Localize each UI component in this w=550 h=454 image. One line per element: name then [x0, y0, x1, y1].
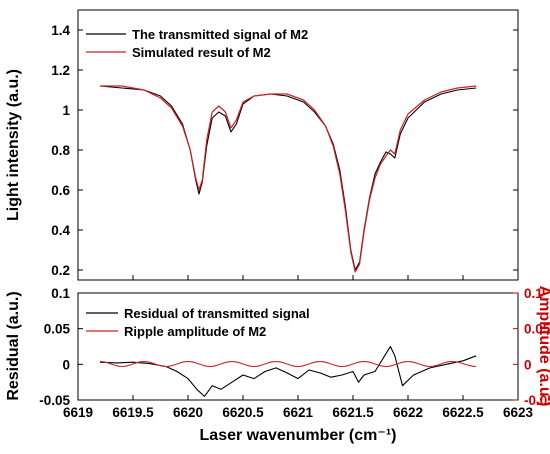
- x-axis-label: Laser wavenumber (cm⁻¹): [200, 427, 397, 444]
- bottom-right-y-tick-label: 0.1: [524, 286, 543, 301]
- legend-label-transmitted: The transmitted signal of M2: [132, 27, 308, 42]
- series-line-simulated: [100, 85, 477, 273]
- bottom-x-tick-label: 6621: [283, 405, 314, 420]
- bottom-right-y-tick-label: 0.05: [524, 322, 550, 337]
- bottom-x-tick-label: 6622.5: [442, 405, 484, 420]
- top-plot-frame: [77, 9, 519, 281]
- top-y-axis-label: Light intensity (a.u.): [5, 69, 22, 221]
- bottom-y-tick-label: -0.05: [39, 393, 70, 408]
- bottom-right-y-ticks: -0.05 0 0.05 0.1: [513, 286, 550, 408]
- bottom-x-tick-label: 6622: [393, 405, 423, 420]
- legend-label-residual: Residual of transmitted signal: [124, 306, 310, 321]
- legend-label-simulated: Simulated result of M2: [132, 45, 271, 60]
- bottom-legend: Residual of transmitted signal Ripple am…: [86, 306, 310, 339]
- bottom-x-tick-label: 6623: [503, 405, 534, 420]
- series-line-ripple: [99, 360, 477, 368]
- bottom-x-tick-label: 6620: [173, 405, 203, 420]
- bottom-series-group: [99, 345, 477, 397]
- top-y-tick-label: 1.2: [51, 63, 70, 78]
- legend-label-ripple: Ripple amplitude of M2: [124, 324, 266, 339]
- bottom-x-tick-label: 6621.5: [332, 405, 374, 420]
- series-line-residual: [99, 345, 477, 397]
- bottom-x-tick-label: 6619.5: [112, 405, 154, 420]
- bottom-y-tick-label: 0: [62, 357, 70, 372]
- top-y-tick-label: 0.8: [51, 143, 70, 158]
- bottom-y-tick-label: 0.05: [44, 322, 71, 337]
- bottom-y-axis-label: Residual (a.u.): [5, 291, 22, 400]
- bottom-x-tick-label: 6619: [63, 405, 93, 420]
- top-y-tick-label: 1.4: [51, 23, 70, 38]
- top-y-tick-label: 1: [62, 103, 70, 118]
- bottom-plot-frame: [77, 292, 519, 401]
- top-y-ticks: 0.2 0.4 0.6 0.8 1 1.2 1.4: [51, 23, 519, 280]
- top-y-tick-label: 0.6: [51, 183, 70, 198]
- bottom-y-tick-label: 0.1: [51, 286, 70, 301]
- bottom-x-ticks: 6619 6619.5 6620 6620.5 6621 6621.5 6622 6622.5…: [63, 395, 534, 420]
- bottom-right-y-tick-label: 0: [524, 357, 532, 372]
- top-plot: 0.2 0.4 0.6 0.8 1 1.2 1.4 The transmitted sign…: [5, 9, 519, 281]
- top-series-group: [99, 85, 477, 273]
- bottom-right-y-axis-label: Amplitude (a.u.): [536, 286, 550, 407]
- bottom-y-ticks: -0.05 0 0.05 0.1: [39, 286, 83, 408]
- top-y-tick-label: 0.2: [51, 263, 70, 278]
- bottom-right-y-tick-label: -0.05: [524, 393, 550, 408]
- top-legend: The transmitted signal of M2 Simulated r…: [86, 27, 308, 60]
- top-y-tick-label: 0.4: [51, 223, 70, 238]
- bottom-x-tick-label: 6620.5: [222, 405, 264, 420]
